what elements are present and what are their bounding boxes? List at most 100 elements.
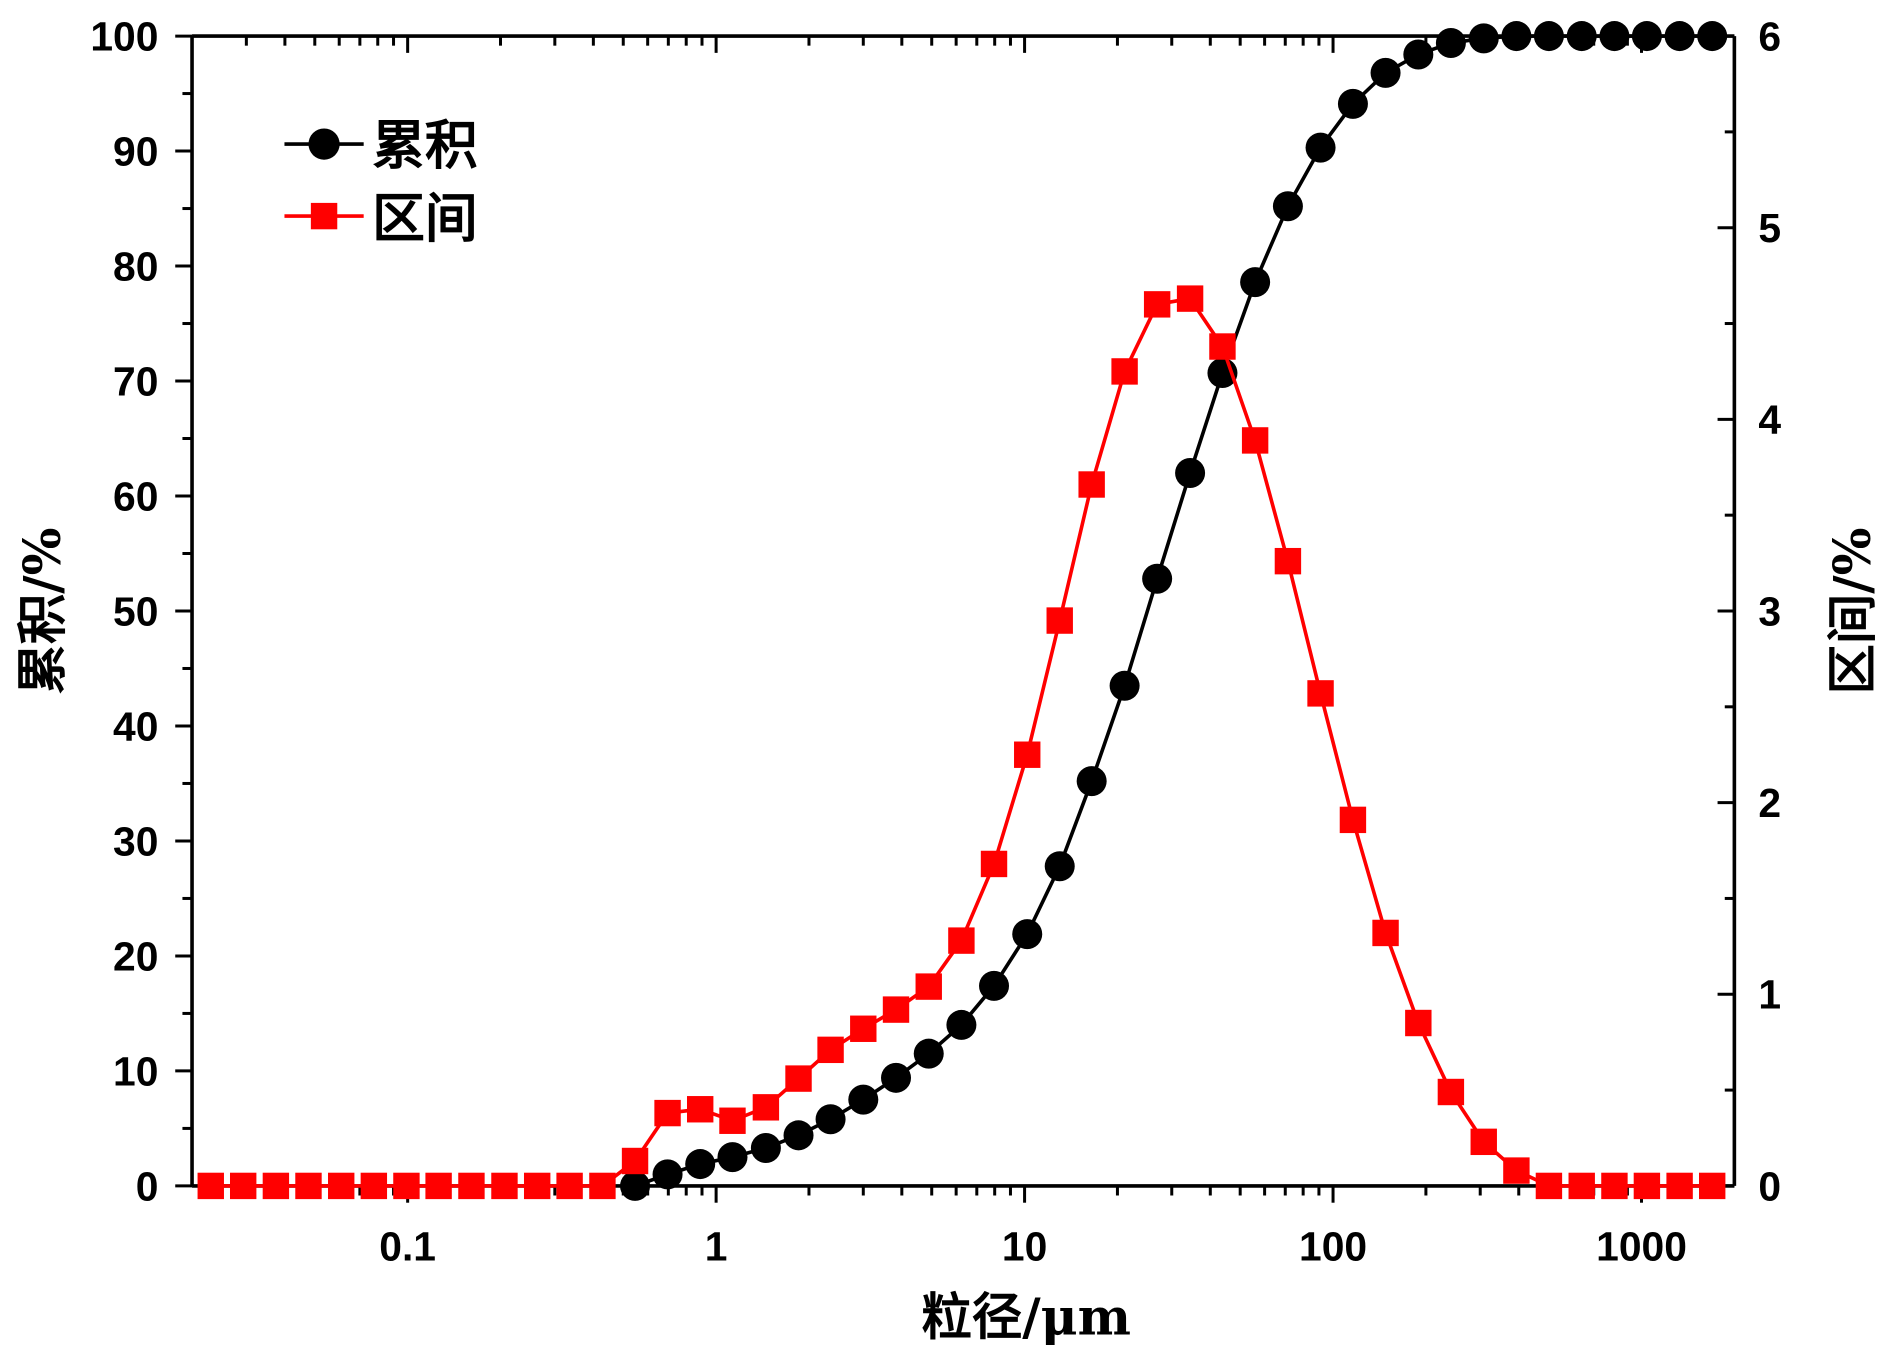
y-tick-label-left: 80 [113, 243, 158, 289]
cumulative-point [881, 1062, 912, 1093]
y-tick-label-right: 6 [1758, 13, 1781, 59]
interval-point [719, 1107, 746, 1134]
interval-point [523, 1172, 551, 1200]
legend-marker-interval [310, 202, 338, 230]
interval-point [1274, 547, 1302, 575]
cumulative-point [1109, 670, 1140, 701]
legend-label-interval: 区间 [372, 188, 478, 250]
cumulative-point [1501, 21, 1532, 52]
interval-point [197, 1172, 224, 1200]
interval-point [1209, 333, 1236, 360]
interval-point [1633, 1172, 1661, 1200]
interval-point [589, 1172, 616, 1200]
y-tick-label-left: 20 [113, 933, 158, 979]
cumulative-point [1175, 458, 1206, 489]
cumulative-point [1142, 563, 1173, 594]
x-tick-label: 0.1 [379, 1223, 436, 1269]
y-tick-label-right: 5 [1758, 205, 1781, 251]
y-tick-label-left: 10 [113, 1048, 158, 1094]
interval-point [1666, 1172, 1693, 1200]
interval-point [1339, 806, 1367, 834]
cumulative-point [979, 970, 1010, 1001]
y-tick-label-right: 3 [1758, 588, 1781, 634]
interval-point [458, 1172, 485, 1200]
interval-point [817, 1036, 844, 1064]
y-tick-label-left: 70 [113, 358, 158, 404]
cumulative-line [634, 34, 1713, 1188]
cumulative-point [1370, 57, 1401, 88]
cumulative-point [783, 1120, 814, 1151]
interval-point [1111, 358, 1138, 385]
interval-point [948, 927, 975, 954]
interval-point [980, 850, 1008, 878]
interval-point [1601, 1172, 1628, 1200]
y-tick-label-left: 60 [113, 473, 158, 519]
cumulative-point [1240, 267, 1271, 298]
x-tick-label: 1000 [1596, 1223, 1687, 1269]
y-tick-label-left: 100 [90, 13, 158, 59]
cumulative-point [1566, 21, 1597, 52]
interval-point [850, 1015, 877, 1042]
y-tick-label-left: 50 [113, 588, 158, 634]
x-tick-label: 100 [1299, 1223, 1367, 1269]
axes-layer: 0.1 1 10 100 1000010203040506070809010001234… [90, 13, 1781, 1269]
interval-point [1078, 471, 1105, 498]
cumulative-point [1305, 132, 1336, 163]
interval-point [1503, 1157, 1530, 1184]
cumulative-point [815, 1104, 846, 1135]
y-tick-label-left: 40 [113, 703, 158, 749]
y-tick-label-right: 2 [1758, 780, 1781, 826]
cumulative-point [1697, 21, 1728, 52]
y-axis-title-left: 累积/% [13, 527, 72, 694]
interval-point [262, 1172, 290, 1200]
interval-point [1046, 607, 1073, 634]
cumulative-point [848, 1084, 879, 1115]
interval-point [1014, 741, 1041, 768]
y-tick-label-left: 30 [113, 818, 158, 864]
cumulative-point [620, 1170, 651, 1201]
cumulative-point [1012, 919, 1043, 950]
cumulative-point [1468, 23, 1499, 54]
cumulative-point [1076, 766, 1107, 797]
interval-point [491, 1172, 518, 1200]
cumulative-point [685, 1149, 716, 1180]
interval-point [1698, 1172, 1726, 1200]
interval-point [425, 1172, 452, 1200]
cumulative-point [946, 1009, 977, 1040]
legend-marker-cumulative [308, 128, 340, 160]
interval-point [785, 1065, 812, 1092]
interval-point [621, 1147, 649, 1175]
interval-point [1470, 1128, 1497, 1156]
interval-point [1241, 427, 1269, 454]
cumulative-point [1533, 21, 1564, 52]
y-axis-title-right: 区间/% [1823, 527, 1882, 694]
interval-point [915, 973, 942, 1000]
cumulative-point [1337, 88, 1368, 119]
interval-point [328, 1172, 355, 1200]
y-tick-label-left: 0 [136, 1163, 159, 1209]
interval-point [1143, 291, 1171, 318]
legend: 累积 区间 [284, 114, 478, 250]
interval-line [210, 296, 1713, 1188]
interval-point [1307, 680, 1334, 707]
x-tick-label: 10 [1002, 1223, 1047, 1269]
cumulative-point [1631, 21, 1662, 52]
interval-point [686, 1096, 714, 1123]
y-tick-label-left: 90 [113, 128, 158, 174]
interval-point [360, 1172, 388, 1200]
interval-point [1176, 285, 1204, 312]
x-axis-title: 粒径/μm [921, 1288, 1130, 1347]
interval-point [393, 1172, 420, 1200]
cumulative-point [1403, 39, 1434, 70]
cumulative-point [717, 1142, 748, 1173]
y-tick-label-right: 4 [1758, 397, 1781, 443]
interval-point [654, 1099, 681, 1127]
cumulative-point [1044, 851, 1075, 882]
y-tick-label-right: 1 [1758, 972, 1781, 1018]
interval-point [1372, 919, 1399, 947]
legend-item-interval: 区间 [284, 188, 478, 250]
legend-item-cumulative: 累积 [284, 114, 478, 176]
interval-point [1437, 1078, 1465, 1106]
cumulative-point [1272, 191, 1303, 222]
